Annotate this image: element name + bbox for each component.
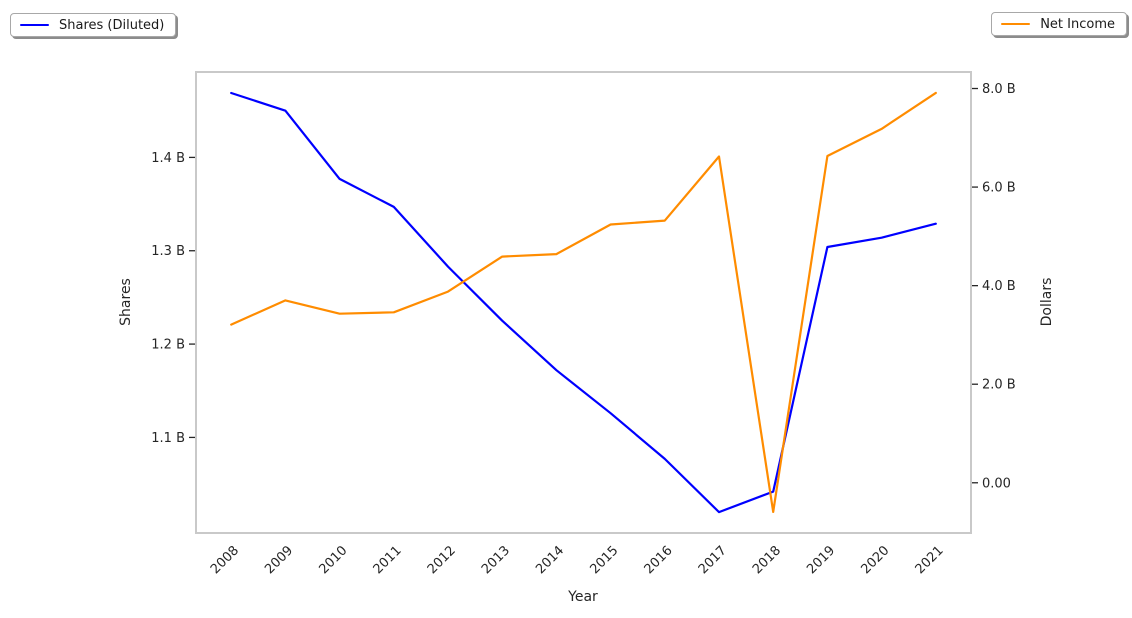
x-tick-label: 2019 bbox=[804, 543, 838, 577]
x-tick-label: 2008 bbox=[208, 543, 242, 577]
legend-label-net-income: Net Income bbox=[1040, 16, 1115, 32]
plot-border bbox=[195, 71, 972, 534]
legend-line-sample-blue bbox=[20, 24, 49, 26]
x-tick-label: 2014 bbox=[533, 543, 567, 577]
left-tick-label: 1.3 B bbox=[151, 244, 185, 259]
right-tick-label: 0.00 bbox=[982, 476, 1011, 491]
legend-label-shares-diluted: Shares (Diluted) bbox=[59, 17, 165, 33]
left-axis-title: Shares bbox=[118, 278, 134, 326]
x-tick-label: 2015 bbox=[587, 543, 621, 577]
x-tick-label: 2009 bbox=[262, 543, 296, 577]
x-tick-label: 2010 bbox=[316, 543, 350, 577]
left-tick-label: 1.4 B bbox=[151, 151, 185, 166]
series-line-net-income bbox=[230, 91, 937, 513]
x-tick-label: 2020 bbox=[858, 543, 892, 577]
right-tick-label: 4.0 B bbox=[982, 279, 1016, 294]
x-tick-label: 2013 bbox=[479, 543, 513, 577]
x-tick-label: 2017 bbox=[696, 543, 730, 577]
right-tick-label: 6.0 B bbox=[982, 181, 1016, 196]
legend-line-sample-orange bbox=[1001, 23, 1031, 25]
legend-shares-diluted: Shares (Diluted) bbox=[10, 13, 177, 37]
x-axis-title: Year bbox=[567, 589, 598, 605]
x-tick-label: 2021 bbox=[913, 543, 947, 577]
x-tick-label: 2011 bbox=[371, 543, 405, 577]
legend-net-income: Net Income bbox=[991, 12, 1127, 36]
right-axis-title: Dollars bbox=[1039, 278, 1055, 327]
right-tick-label: 2.0 B bbox=[982, 378, 1016, 393]
x-tick-label: 2018 bbox=[750, 543, 784, 577]
right-tick-label: 8.0 B bbox=[982, 82, 1016, 97]
series-line-shares-diluted bbox=[230, 91, 937, 514]
left-tick-label: 1.2 B bbox=[151, 338, 185, 353]
x-tick-label: 2016 bbox=[642, 543, 676, 577]
left-tick-label: 1.1 B bbox=[151, 431, 185, 446]
x-tick-label: 2012 bbox=[425, 543, 459, 577]
